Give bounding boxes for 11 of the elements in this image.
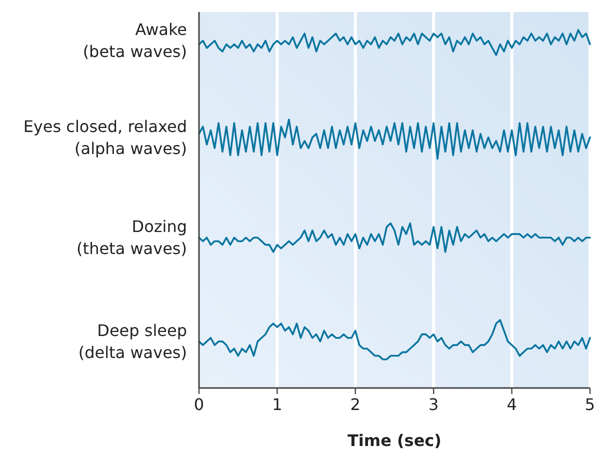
series-label: Dozing (theta waves) bbox=[76, 216, 187, 258]
x-tick-label: 1 bbox=[272, 395, 282, 414]
x-axis-title: Time (sec) bbox=[348, 431, 442, 450]
series-label: Eyes closed, relaxed (alpha waves) bbox=[23, 116, 187, 158]
x-tick-label: 3 bbox=[428, 395, 439, 414]
series-label: Deep sleep (delta waves) bbox=[78, 320, 187, 362]
x-tick-label: 2 bbox=[350, 395, 360, 414]
x-tick-label: 4 bbox=[506, 395, 517, 414]
x-tick-label: 0 bbox=[194, 395, 204, 414]
x-tick-label: 5 bbox=[584, 395, 596, 414]
series-label: Awake (beta waves) bbox=[82, 20, 187, 61]
